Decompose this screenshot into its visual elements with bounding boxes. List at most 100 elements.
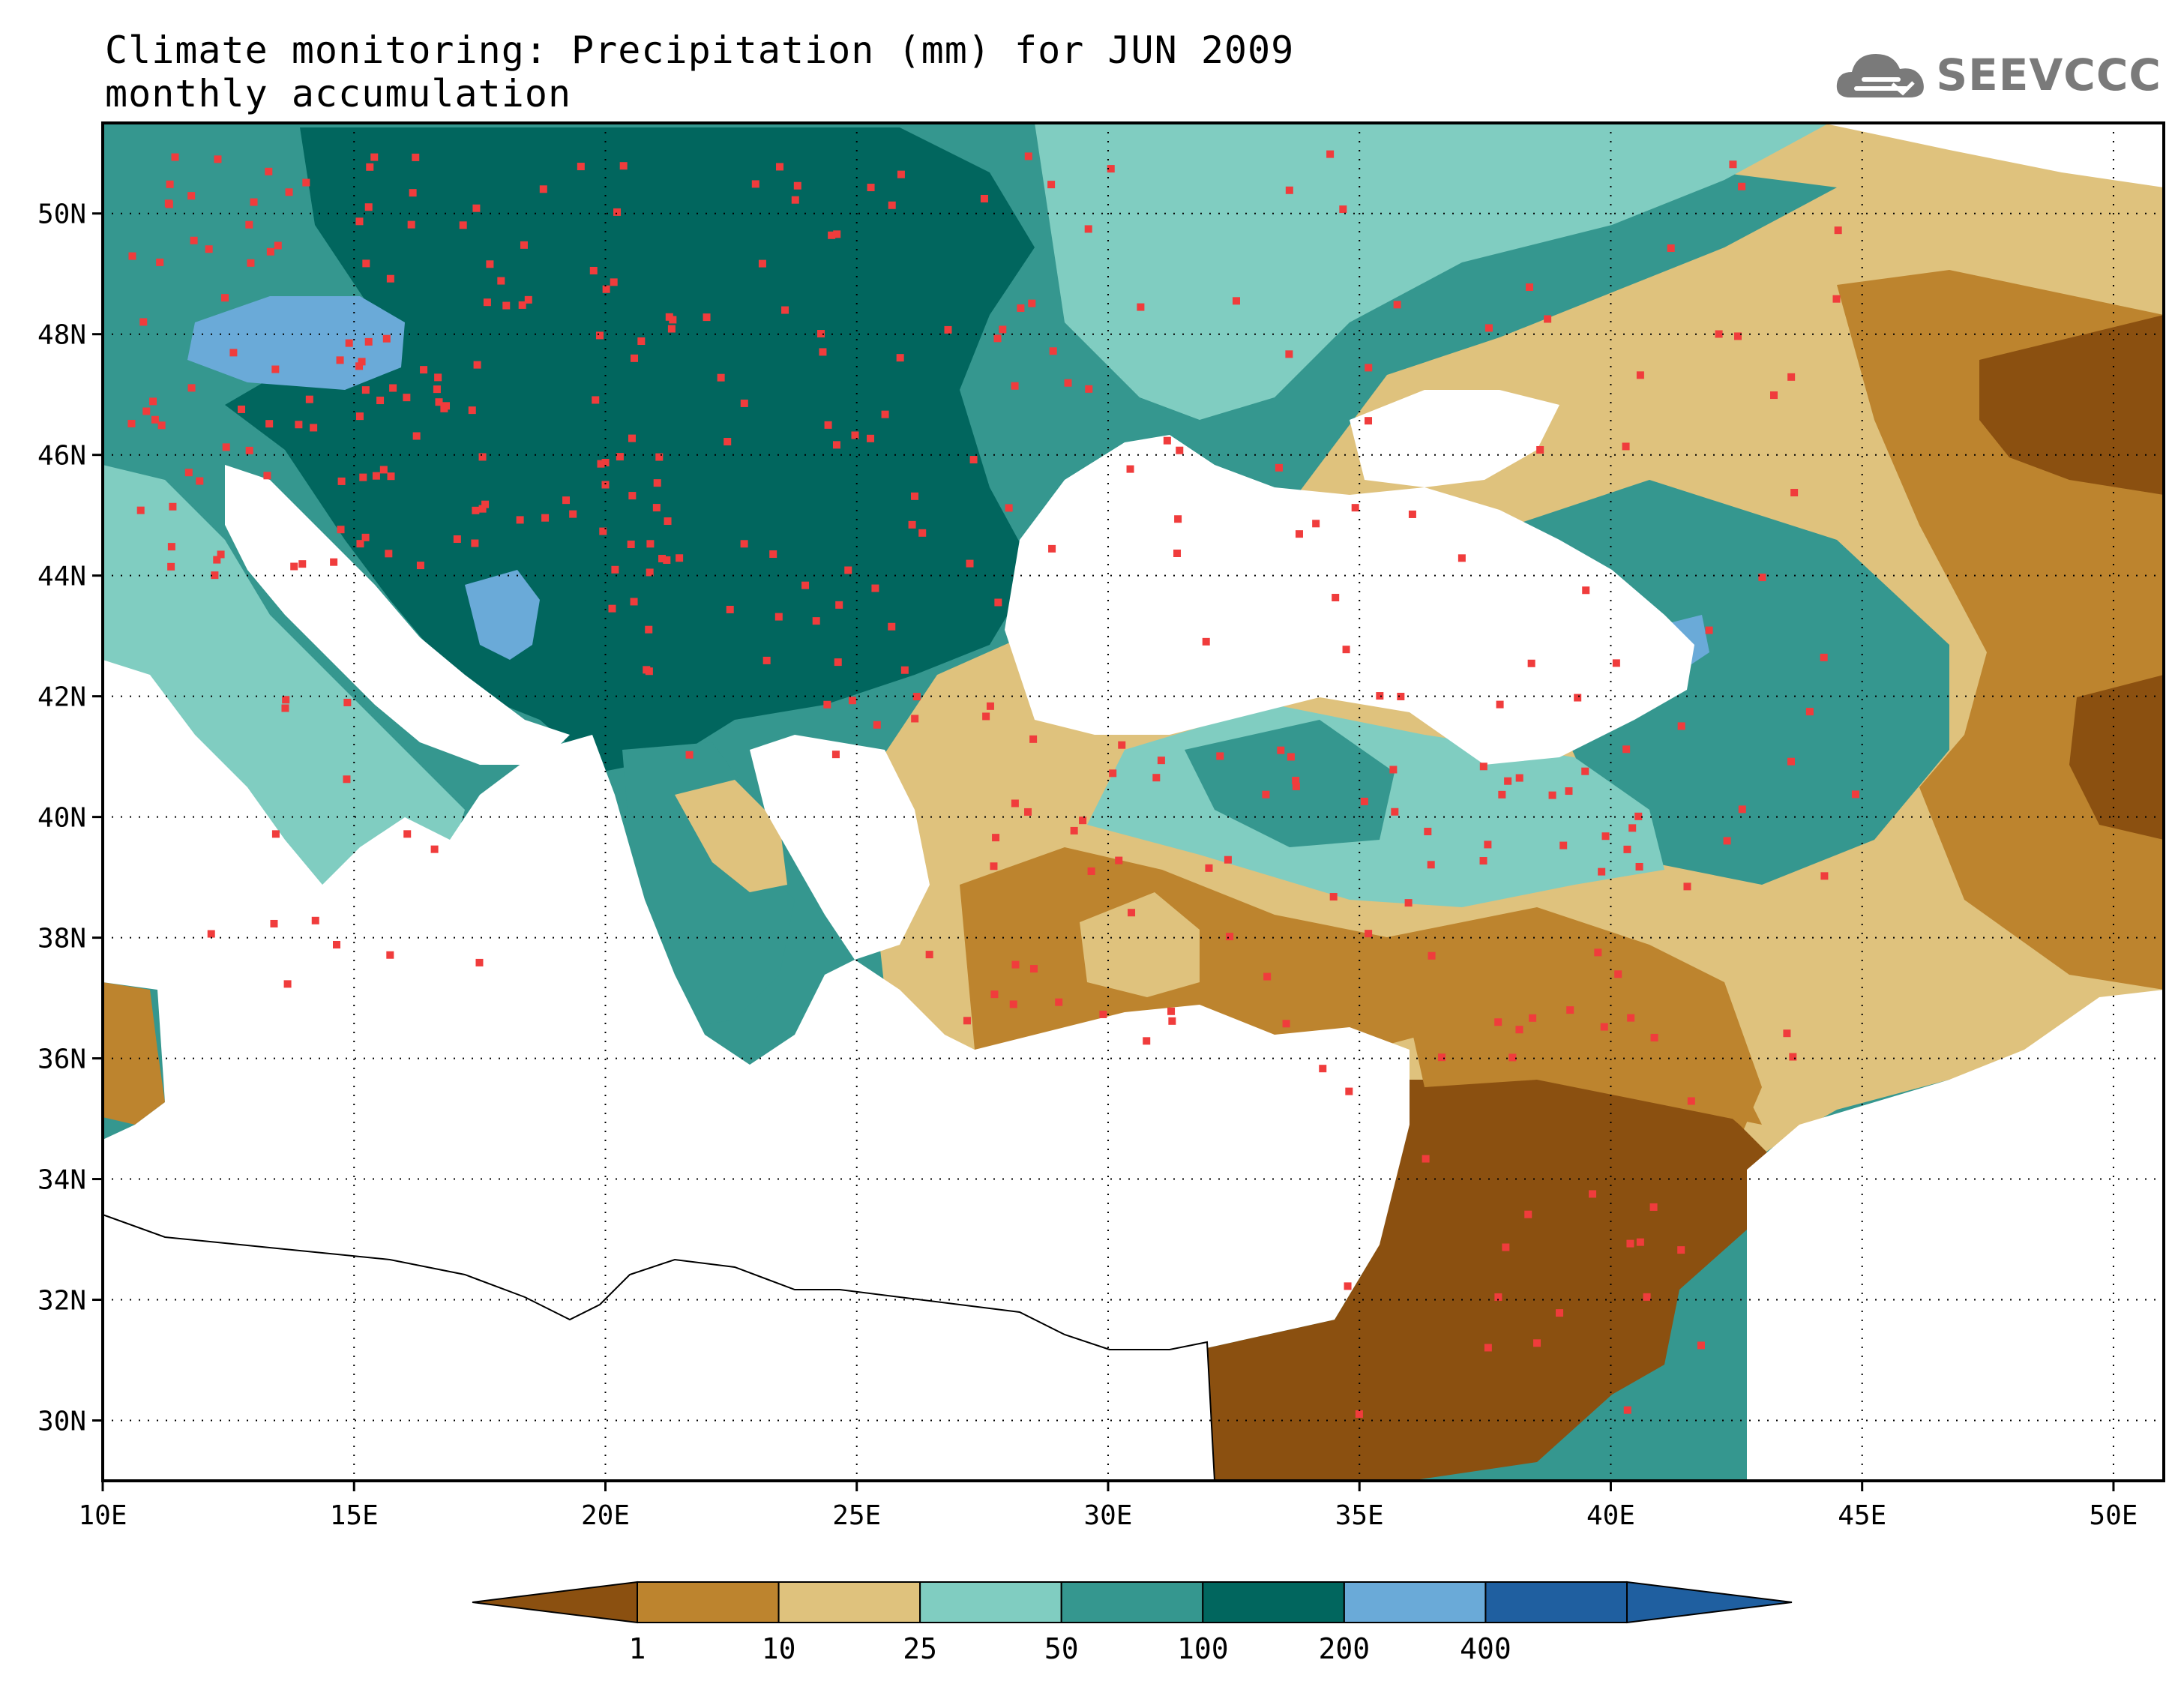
x-tick-label: 50E <box>2089 1500 2138 1531</box>
station-dot <box>1393 301 1401 309</box>
station-dot <box>652 504 661 512</box>
station-dot <box>601 481 610 489</box>
station-dot <box>1295 530 1303 538</box>
station-dot <box>1544 315 1552 323</box>
station-dot <box>502 301 511 310</box>
station-dot <box>1723 837 1731 845</box>
station-dot <box>1285 186 1293 194</box>
station-dot <box>1029 735 1038 743</box>
station-dot <box>337 477 346 485</box>
station-dot <box>824 421 832 429</box>
station-dot <box>1428 951 1436 960</box>
station-dot <box>263 472 271 480</box>
station-dot <box>337 526 345 534</box>
station-dot <box>1351 504 1359 512</box>
station-dot <box>1360 797 1368 805</box>
station-dot <box>433 385 441 394</box>
legend-arrow-low <box>472 1581 638 1624</box>
station-dot <box>1232 297 1240 305</box>
y-tick-label: 32N <box>37 1286 86 1317</box>
station-dot <box>1152 774 1161 782</box>
station-dot <box>1365 930 1373 938</box>
station-dot <box>944 325 952 334</box>
station-dot <box>265 420 274 428</box>
station-dot <box>1559 841 1568 849</box>
y-tick-label: 38N <box>37 924 86 954</box>
field-pale-anatolia <box>1080 892 1200 997</box>
station-dot <box>237 405 245 413</box>
chart-title: Climate monitoring: Precipitation (mm) f… <box>105 28 1295 72</box>
station-dot <box>1126 465 1134 473</box>
station-dot <box>1173 549 1182 557</box>
station-dot <box>1137 303 1145 311</box>
station-dot <box>281 704 289 712</box>
adriatic <box>225 465 570 765</box>
station-dot <box>667 325 676 333</box>
station-dot <box>1789 1053 1797 1061</box>
station-dot <box>430 845 439 853</box>
cloud-icon <box>1837 54 1925 97</box>
station-dot <box>1738 182 1746 190</box>
station-dot <box>897 170 905 178</box>
legend-label: 1 <box>629 1632 646 1665</box>
station-dot <box>823 700 831 709</box>
station-dot <box>1226 933 1234 941</box>
caspian-unmasked <box>1822 123 2164 187</box>
station-dot <box>982 712 990 721</box>
station-dot <box>270 919 278 927</box>
station-dot <box>1738 805 1746 814</box>
station-dot <box>832 441 840 449</box>
legend-label: 200 <box>1319 1632 1371 1665</box>
station-dot <box>1285 350 1293 358</box>
legend-swatch <box>637 1581 780 1623</box>
station-dot <box>518 301 526 309</box>
station-dots <box>127 150 1859 1418</box>
station-dot <box>409 189 417 197</box>
station-dot <box>156 258 164 266</box>
station-dot <box>1650 1033 1658 1041</box>
y-tick-label: 46N <box>37 441 86 472</box>
station-dot <box>343 698 352 706</box>
station-dot <box>1326 150 1335 158</box>
legend-swatch <box>1343 1581 1487 1623</box>
station-dot <box>471 539 479 547</box>
station-dot <box>336 356 344 364</box>
station-dot <box>157 421 166 430</box>
station-dot <box>229 349 238 357</box>
station-dot <box>1496 700 1504 709</box>
x-tick-label: 30E <box>1083 1500 1132 1531</box>
station-dot <box>524 295 532 304</box>
station-dot <box>187 192 196 200</box>
station-dot <box>372 472 380 480</box>
station-dot <box>653 479 661 487</box>
station-dot <box>364 337 373 346</box>
station-dot <box>1581 767 1589 775</box>
station-dot <box>295 421 303 429</box>
station-dot <box>1623 845 1631 853</box>
station-dot <box>1376 692 1384 700</box>
station-dot <box>881 410 889 418</box>
station-dot <box>298 560 307 568</box>
station-dot <box>434 373 442 382</box>
station-dot <box>1612 659 1620 667</box>
station-dot <box>990 990 999 999</box>
station-dot <box>663 556 671 565</box>
station-dot <box>184 469 193 477</box>
station-dot <box>364 203 373 211</box>
station-dot <box>366 163 374 171</box>
station-dot <box>376 397 385 405</box>
station-dot <box>828 231 836 239</box>
station-dot <box>1770 391 1778 400</box>
station-dot <box>1389 766 1398 774</box>
station-dot <box>1649 1203 1658 1211</box>
station-dot <box>1422 1155 1430 1163</box>
station-dot <box>888 201 896 209</box>
station-dot <box>359 473 367 481</box>
station-dot <box>1582 586 1590 595</box>
station-dot <box>1820 872 1829 880</box>
station-dot <box>599 527 607 535</box>
legend-label: 100 <box>1177 1632 1229 1665</box>
station-dot <box>1024 152 1032 160</box>
station-dot <box>1758 574 1766 582</box>
